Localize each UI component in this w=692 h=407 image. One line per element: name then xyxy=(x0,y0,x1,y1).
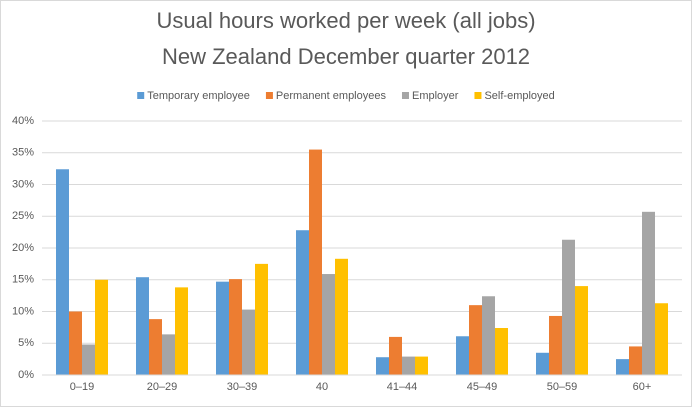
bar xyxy=(136,277,149,375)
x-tick-label: 0–19 xyxy=(70,381,94,393)
y-tick-label: 20% xyxy=(12,242,34,254)
bar xyxy=(616,359,629,375)
chart-title: Usual hours worked per week (all jobs) xyxy=(156,8,535,33)
y-tick-label: 40% xyxy=(12,115,34,127)
bar xyxy=(216,281,229,375)
legend-swatch xyxy=(265,92,273,99)
legend-label: Employer xyxy=(412,90,459,102)
x-tick-label: 40 xyxy=(316,381,328,393)
x-tick-label: 41–44 xyxy=(387,381,418,393)
bar xyxy=(402,356,415,375)
chart-subtitle: New Zealand December quarter 2012 xyxy=(162,44,530,69)
legend-swatch xyxy=(401,92,409,99)
y-tick-label: 35% xyxy=(12,147,34,159)
bar xyxy=(469,305,482,375)
y-tick-label: 30% xyxy=(12,178,34,190)
bar xyxy=(149,319,162,375)
bar xyxy=(82,344,95,375)
bar xyxy=(629,346,642,375)
bar xyxy=(175,287,188,375)
bar xyxy=(95,279,108,375)
legend-label: Temporary employee xyxy=(147,90,250,102)
bar xyxy=(309,149,322,375)
x-tick-label: 30–39 xyxy=(227,381,258,393)
legend-label: Permanent employees xyxy=(276,90,387,102)
bar xyxy=(389,336,402,375)
bar xyxy=(335,258,348,375)
legend-swatch xyxy=(474,92,482,99)
bar xyxy=(642,211,655,375)
bar xyxy=(296,230,309,375)
y-tick-label: 25% xyxy=(12,210,34,222)
bar xyxy=(575,286,588,375)
bar xyxy=(255,263,268,375)
bar xyxy=(655,303,668,375)
bar xyxy=(549,315,562,375)
bar xyxy=(415,356,428,375)
y-tick-label: 15% xyxy=(12,274,34,286)
x-tick-label: 45–49 xyxy=(467,381,498,393)
bar xyxy=(376,357,389,375)
bar xyxy=(562,239,575,375)
bar xyxy=(495,328,508,375)
x-tick-label: 50–59 xyxy=(547,381,578,393)
bar xyxy=(162,334,175,375)
bar xyxy=(456,336,469,375)
bar xyxy=(229,279,242,375)
y-tick-label: 10% xyxy=(12,305,34,317)
y-tick-label: 5% xyxy=(18,337,34,349)
bar xyxy=(536,352,549,375)
bar xyxy=(56,169,69,375)
x-tick-label: 60+ xyxy=(633,381,652,393)
legend-label: Self-employed xyxy=(484,90,554,102)
bar xyxy=(322,274,335,375)
x-tick-label: 20–29 xyxy=(147,381,178,393)
legend-swatch xyxy=(137,92,145,99)
bar xyxy=(242,309,255,375)
bar xyxy=(482,296,495,375)
y-tick-label: 0% xyxy=(18,369,34,381)
bar xyxy=(69,311,82,375)
